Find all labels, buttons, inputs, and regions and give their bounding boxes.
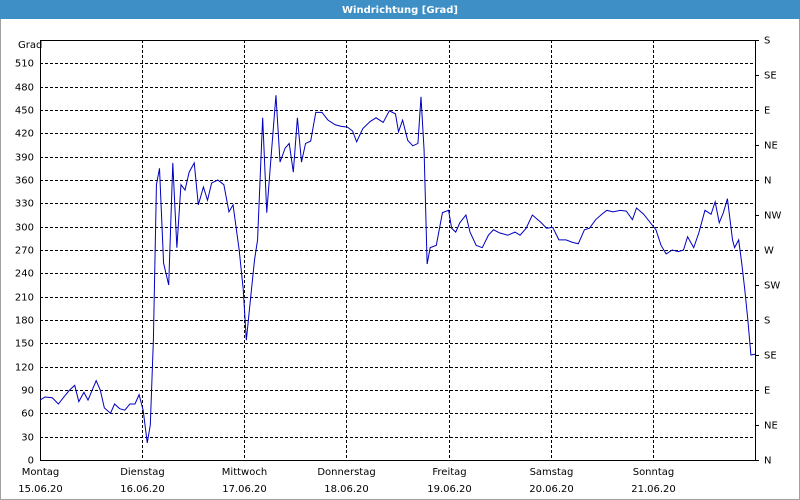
y2-tick-label: SW xyxy=(764,281,780,292)
y-tick-label: 390 xyxy=(15,153,34,164)
x-tick-label: Mittwoch xyxy=(222,467,267,478)
y-tick-label: 120 xyxy=(15,363,34,374)
y-tick-label: 420 xyxy=(15,129,34,140)
y2-tick-label: N xyxy=(764,456,771,467)
x-tick-date: 20.06.20 xyxy=(529,484,574,495)
plot-frame xyxy=(40,40,756,461)
y2-tick-label: NE xyxy=(764,421,778,432)
y-tick-label: 480 xyxy=(15,83,34,94)
y-tick-label: 180 xyxy=(15,316,34,327)
x-tick-label: Donnerstag xyxy=(317,467,375,478)
x-tick-date: 16.06.20 xyxy=(120,484,165,495)
x-tick-date: 19.06.20 xyxy=(427,484,472,495)
y2-tick-label: S xyxy=(764,36,770,47)
y2-tick-label: N xyxy=(764,176,771,187)
y-tick-label: 510 xyxy=(15,59,34,70)
x-tick-label: Montag xyxy=(22,467,59,478)
x-tick-date: 18.06.20 xyxy=(324,484,369,495)
y2-tick-label: W xyxy=(764,246,774,257)
x-tick-date: 17.06.20 xyxy=(222,484,267,495)
y-tick-label: 90 xyxy=(21,386,34,397)
y2-tick-label: NW xyxy=(764,211,781,222)
y-tick-label: 30 xyxy=(21,433,34,444)
y-tick-label: 270 xyxy=(15,246,34,257)
y-tick-label: 450 xyxy=(15,106,34,117)
y-tick-label: 150 xyxy=(15,339,34,350)
y2-tick-label: SE xyxy=(764,71,777,82)
y-axis-label: Grad xyxy=(18,40,42,51)
x-tick-date: 21.06.20 xyxy=(631,484,676,495)
x-tick-label: Sonntag xyxy=(633,467,675,478)
y2-tick-label: E xyxy=(764,386,770,397)
x-tick-label: Samstag xyxy=(530,467,574,478)
chart-title: Windrichtung [Grad] xyxy=(342,5,458,16)
title-bar xyxy=(0,0,800,19)
y-tick-label: 60 xyxy=(21,409,34,420)
y2-tick-label: S xyxy=(764,316,770,327)
y-tick-label: 360 xyxy=(15,176,34,187)
x-tick-label: Dienstag xyxy=(120,467,165,478)
y-tick-label: 300 xyxy=(15,223,34,234)
y-tick-label: 330 xyxy=(15,199,34,210)
x-tick-date: 15.06.20 xyxy=(18,484,63,495)
data-line xyxy=(39,95,756,443)
y-tick-label: 0 xyxy=(28,456,34,467)
x-tick-label: Freitag xyxy=(432,467,466,478)
y2-tick-label: NE xyxy=(764,141,778,152)
y-tick-label: 240 xyxy=(15,269,34,280)
y2-tick-label: E xyxy=(764,106,770,117)
y-tick-label: 210 xyxy=(15,293,34,304)
y2-tick-label: SE xyxy=(764,351,777,362)
